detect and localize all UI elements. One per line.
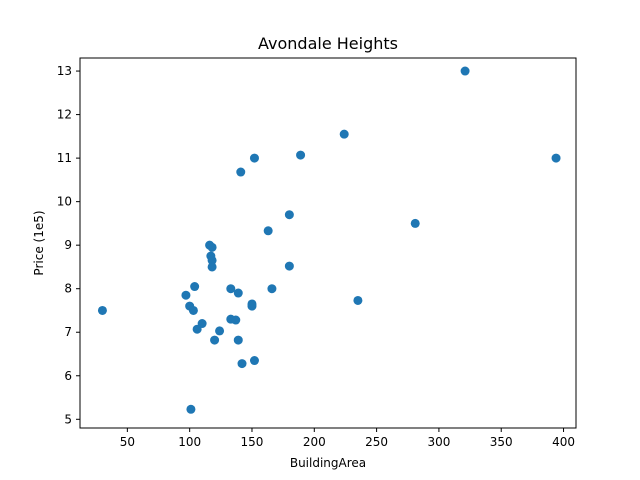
data-point: [353, 295, 363, 305]
data-point: [97, 305, 107, 315]
data-point: [207, 255, 217, 265]
y-tick-label: 9: [64, 238, 72, 252]
data-point: [267, 284, 277, 294]
x-axis: 50 100 150 200 250 300 350 400: [120, 428, 575, 449]
x-axis-label: BuildingArea: [290, 456, 366, 470]
data-point: [339, 129, 349, 139]
x-tick-label: 250: [365, 435, 388, 449]
data-point: [263, 226, 273, 236]
x-tick-label: 300: [427, 435, 450, 449]
data-point: [207, 262, 217, 272]
data-point: [181, 290, 191, 300]
data-point: [247, 301, 257, 311]
y-tick-label: 6: [64, 369, 72, 383]
data-point: [236, 167, 246, 177]
y-tick-label: 8: [64, 282, 72, 296]
data-point: [551, 153, 561, 163]
data-point: [188, 305, 198, 315]
data-point: [284, 261, 294, 271]
data-point: [296, 150, 306, 160]
data-point: [249, 153, 259, 163]
data-point: [233, 335, 243, 345]
y-axis: 5 6 7 8 9 10 11 12 13: [57, 64, 80, 426]
data-point: [215, 326, 225, 336]
x-tick-label: 50: [120, 435, 135, 449]
y-tick-label: 11: [57, 151, 72, 165]
y-tick-label: 12: [57, 108, 72, 122]
data-point: [186, 404, 196, 414]
x-tick-label: 400: [552, 435, 575, 449]
x-tick-label: 200: [303, 435, 326, 449]
data-point: [237, 359, 247, 369]
y-axis-label: Price (1e5): [32, 210, 46, 275]
y-tick-label: 13: [57, 64, 72, 78]
data-point: [231, 315, 241, 325]
plot-frame: [79, 57, 577, 429]
x-tick-label: 350: [490, 435, 513, 449]
data-points: [97, 66, 561, 414]
x-tick-label: 150: [241, 435, 264, 449]
data-point: [410, 218, 420, 228]
data-point: [210, 335, 220, 345]
x-tick-label: 100: [178, 435, 201, 449]
y-tick-label: 10: [57, 195, 72, 209]
data-point: [226, 284, 236, 294]
data-point: [190, 282, 200, 292]
y-tick-label: 7: [64, 325, 72, 339]
data-point: [207, 242, 217, 252]
data-point: [460, 66, 470, 76]
data-point: [249, 356, 259, 366]
data-point: [197, 319, 207, 329]
data-point: [284, 210, 294, 220]
y-tick-label: 5: [64, 412, 72, 426]
chart-title: Avondale Heights: [258, 34, 398, 53]
data-point: [233, 288, 243, 298]
